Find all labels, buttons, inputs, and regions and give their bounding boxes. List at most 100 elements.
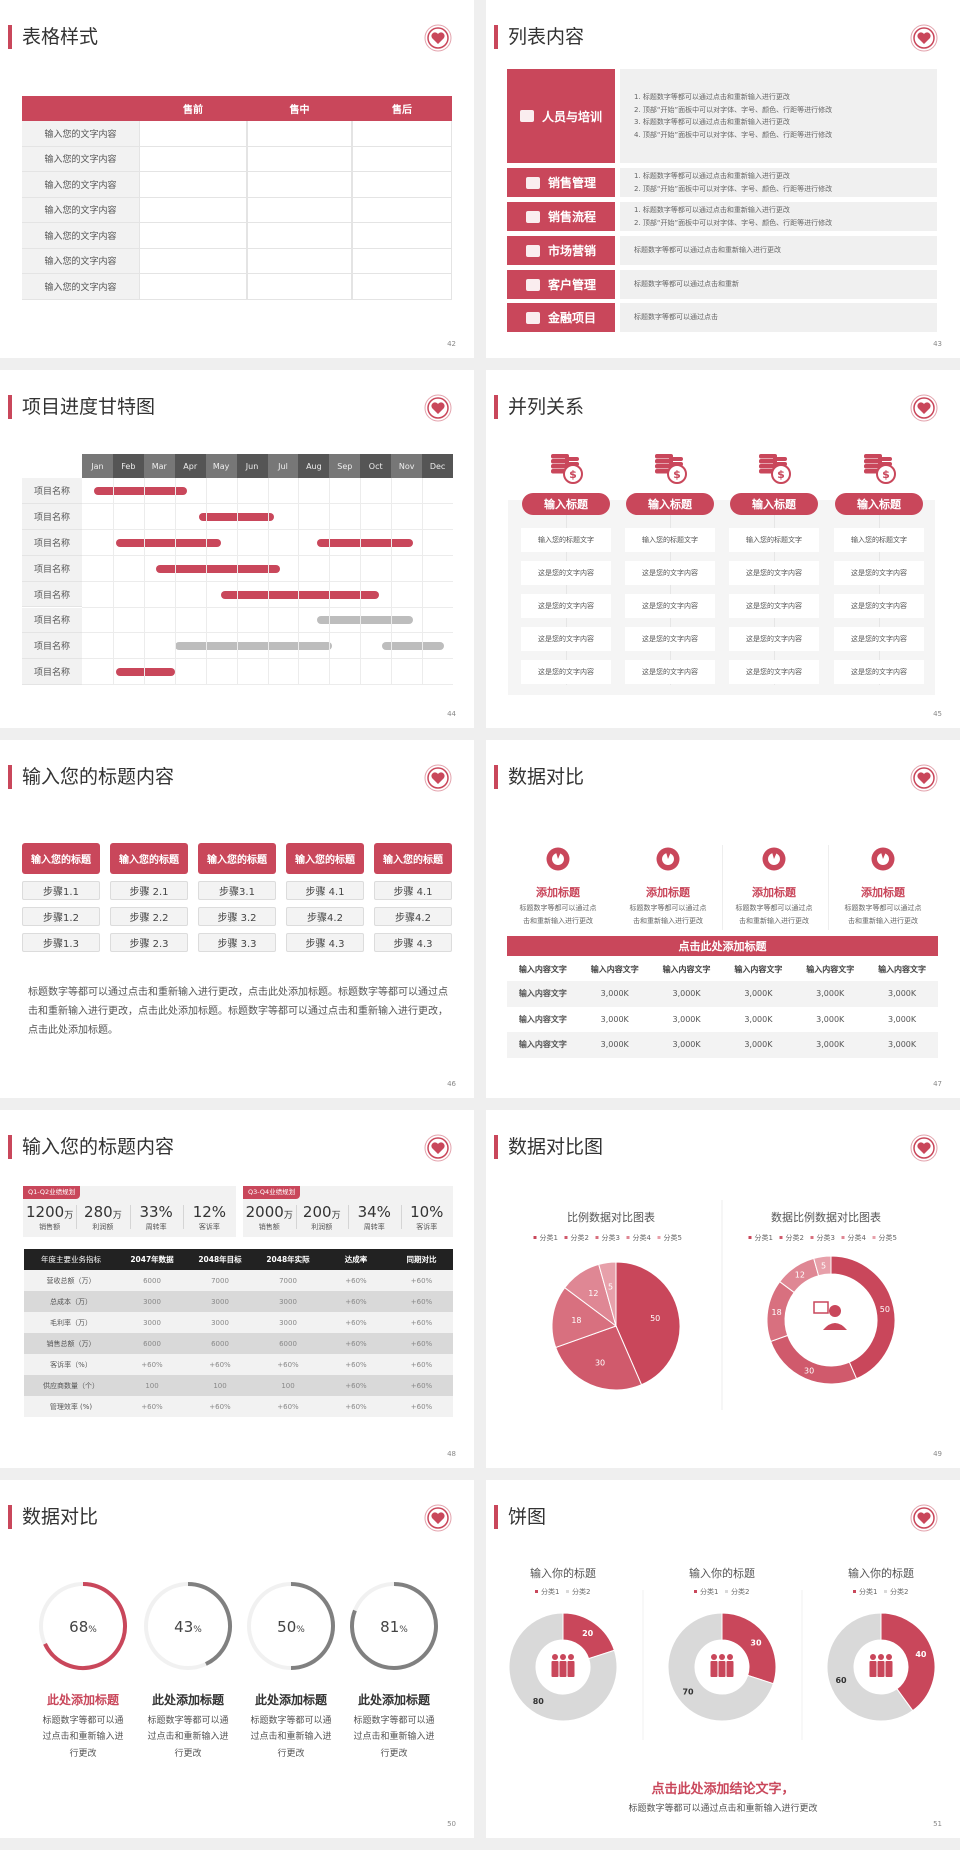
step-box[interactable]: 步骤 2.1: [110, 881, 188, 900]
content-cell[interactable]: 输入您的标题文字: [834, 528, 924, 552]
table-cell[interactable]: [139, 172, 247, 198]
content-cell[interactable]: 这是您的文字内容: [521, 594, 611, 618]
content-cell[interactable]: 这是您的文字内容: [521, 561, 611, 585]
step-box[interactable]: 步骤1.1: [22, 881, 100, 900]
step-box[interactable]: 步骤 2.3: [110, 933, 188, 952]
gantt-bar[interactable]: [199, 512, 274, 521]
step-column-header[interactable]: 输入您的标题: [110, 843, 188, 874]
step-box[interactable]: 步骤 3.2: [198, 907, 276, 926]
step-box[interactable]: 步骤4.2: [286, 907, 364, 926]
content-cell[interactable]: 输入您的标题文字: [729, 528, 819, 552]
step-column-header[interactable]: 输入您的标题: [374, 843, 452, 874]
list-item-title: 客户管理: [547, 278, 596, 292]
table-cell[interactable]: [247, 197, 352, 223]
step-column-header[interactable]: 输入您的标题: [198, 843, 276, 874]
step-box[interactable]: 步骤 4.3: [374, 933, 452, 952]
content-cell[interactable]: 这是您的文字内容: [625, 660, 715, 684]
step-column-header[interactable]: 输入您的标题: [22, 843, 100, 874]
table-cell[interactable]: [139, 274, 247, 300]
gantt-bar[interactable]: [94, 486, 188, 495]
kpi-unit: 万: [331, 1211, 341, 1221]
step-box[interactable]: 步骤 4.3: [286, 933, 364, 952]
column-title-pill[interactable]: 输入标题: [522, 493, 610, 515]
list-item-label[interactable]: 客户管理: [507, 270, 615, 299]
gantt-bar[interactable]: [316, 538, 413, 547]
table-cell[interactable]: [247, 172, 352, 198]
step-box[interactable]: 步骤 3.3: [198, 933, 276, 952]
description-line: 1. 标题数字等都可以通过点击和重新输入进行更改: [634, 172, 790, 180]
content-cell[interactable]: 这是您的文字内容: [834, 561, 924, 585]
kpi-number: 280: [84, 1203, 113, 1221]
step-column-header[interactable]: 输入您的标题: [286, 843, 364, 874]
step-box[interactable]: 步骤 2.2: [110, 907, 188, 926]
table-cell[interactable]: [247, 146, 352, 172]
table-cell[interactable]: [352, 121, 452, 147]
content-cell[interactable]: 这是您的文字内容: [729, 627, 819, 651]
content-cell[interactable]: 这是您的文字内容: [521, 660, 611, 684]
legend-swatch: [564, 1236, 568, 1239]
gantt-bar[interactable]: [116, 538, 222, 547]
legend-label: 分类2: [731, 1587, 749, 1596]
content-cell[interactable]: 这是您的文字内容: [729, 594, 819, 618]
list-item-label[interactable]: 市场营销: [507, 236, 615, 265]
content-cell[interactable]: 这是您的文字内容: [834, 660, 924, 684]
table-banner[interactable]: 点击此处添加标题: [507, 936, 938, 956]
list-item-label[interactable]: 人员与培训: [507, 69, 615, 163]
kpi-unit: 万: [64, 1211, 74, 1221]
table-cell: +60%: [209, 1402, 231, 1411]
table-cell[interactable]: [139, 121, 247, 147]
table-row: [24, 1354, 453, 1375]
table-cell[interactable]: [139, 223, 247, 249]
table-cell[interactable]: [247, 274, 352, 300]
content-cell[interactable]: 这是您的文字内容: [521, 627, 611, 651]
gantt-bar[interactable]: [174, 642, 333, 651]
step-box[interactable]: 步骤 4.1: [374, 881, 452, 900]
table-cell: 3,000K: [600, 1014, 629, 1024]
gantt-bar[interactable]: [316, 616, 413, 625]
content-cell[interactable]: 这是您的文字内容: [729, 561, 819, 585]
team-icon: [869, 1654, 893, 1677]
legend-swatch: [566, 1590, 569, 1593]
table-cell[interactable]: [139, 248, 247, 274]
gantt-bar[interactable]: [381, 642, 444, 651]
list-item-label[interactable]: 销售管理: [507, 168, 615, 197]
column-title-pill[interactable]: 输入标题: [730, 493, 818, 515]
content-cell[interactable]: 这是您的文字内容: [834, 627, 924, 651]
content-cell[interactable]: 这是您的文字内容: [834, 594, 924, 618]
step-box[interactable]: 步骤1.3: [22, 933, 100, 952]
logo-emblem-icon: [424, 764, 452, 792]
content-cell[interactable]: 这是您的文字内容: [625, 561, 715, 585]
table-cell[interactable]: [139, 197, 247, 223]
table-cell: 3000: [143, 1297, 161, 1306]
content-cell[interactable]: 这是您的文字内容: [625, 594, 715, 618]
table-cell[interactable]: [247, 248, 352, 274]
table-cell[interactable]: [352, 223, 452, 249]
step-box[interactable]: 步骤4.2: [374, 907, 452, 926]
content-cell[interactable]: 这是您的文字内容: [625, 627, 715, 651]
table-cell[interactable]: [247, 223, 352, 249]
donut-slice: [508, 1612, 618, 1722]
column-title-pill[interactable]: 输入标题: [626, 493, 714, 515]
kpi-value: 280 万: [76, 1203, 129, 1221]
gantt-bar[interactable]: [156, 564, 280, 573]
coins-dollar-icon: $: [551, 454, 583, 484]
list-item-label[interactable]: 销售流程: [507, 202, 615, 231]
table-cell[interactable]: [352, 172, 452, 198]
gantt-bar[interactable]: [221, 590, 379, 599]
list-item-label[interactable]: 金融项目: [507, 303, 615, 332]
content-cell[interactable]: 输入您的标题文字: [521, 528, 611, 552]
conclusion-text: 点击此处添加结论文字，: [651, 1781, 795, 1797]
table-cell[interactable]: [352, 248, 452, 274]
table-cell[interactable]: [352, 197, 452, 223]
table-cell[interactable]: [352, 274, 452, 300]
content-cell[interactable]: 这是您的文字内容: [729, 660, 819, 684]
step-box[interactable]: 步骤3.1: [198, 881, 276, 900]
table-cell[interactable]: [139, 146, 247, 172]
step-box[interactable]: 步骤1.2: [22, 907, 100, 926]
table-cell[interactable]: [247, 121, 352, 147]
table-cell[interactable]: [352, 146, 452, 172]
gantt-bar[interactable]: [116, 668, 175, 677]
content-cell[interactable]: 输入您的标题文字: [625, 528, 715, 552]
step-box[interactable]: 步骤 4.1: [286, 881, 364, 900]
column-title-pill[interactable]: 输入标题: [835, 493, 923, 515]
